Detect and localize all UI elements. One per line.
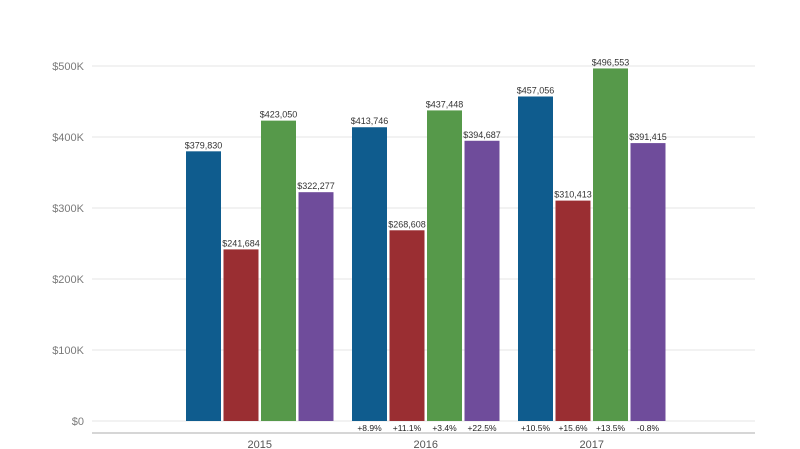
bar (389, 230, 425, 421)
change-label: +11.1% (393, 423, 422, 433)
bar-value-label: $268,608 (388, 219, 426, 229)
y-tick-label: $0 (72, 416, 84, 428)
change-label: +22.5% (467, 423, 497, 433)
bar-value-label: $241,684 (222, 238, 260, 248)
bar-value-label: $379,830 (185, 140, 223, 150)
change-label: +8.9% (357, 423, 382, 433)
bar-value-label: $413,746 (351, 116, 389, 126)
change-label: -0.8% (637, 423, 660, 433)
bar (223, 249, 259, 421)
bar (518, 96, 553, 422)
x-tick-label: 2015 (248, 439, 272, 449)
x-axis: 2015 2016 2017 (92, 432, 755, 449)
x-tick-label: 2017 (580, 439, 604, 449)
bars (186, 68, 666, 422)
y-tick-label: $400K (52, 132, 84, 144)
bar (427, 110, 462, 421)
y-tick-label: $300K (52, 203, 84, 215)
bar (593, 68, 628, 421)
bar-value-label: $394,687 (463, 130, 501, 140)
bar-value-label: $496,553 (592, 57, 630, 67)
bar (630, 143, 666, 422)
y-axis: $0 $100K $200K $300K $400K $500K (52, 61, 84, 428)
y-tick-label: $100K (52, 345, 84, 357)
bar (186, 151, 221, 422)
change-labels: +8.9% +11.1% +3.4% +22.5% +10.5% +15.6% +13.5%… (357, 423, 659, 433)
bar-value-label: $310,413 (554, 190, 592, 200)
change-label: +10.5% (521, 423, 551, 433)
bar-value-label: $437,448 (426, 99, 464, 109)
bar-value-label: $391,415 (629, 132, 667, 142)
change-label: +13.5% (596, 423, 626, 433)
x-tick-label: 2016 (414, 439, 438, 449)
bar (352, 127, 387, 421)
value-labels: $379,830 $241,684 $423,050 $322,277 $413,746… (185, 57, 667, 248)
bar (464, 140, 500, 422)
bar (298, 192, 334, 421)
bar-value-label: $423,050 (260, 110, 298, 120)
y-tick-label: $200K (52, 274, 84, 286)
bar-value-label: $322,277 (297, 181, 335, 191)
bar (261, 120, 296, 422)
change-label: +3.4% (432, 423, 457, 433)
y-tick-label: $500K (52, 61, 84, 73)
bar (555, 200, 591, 421)
bar-value-label: $457,056 (517, 85, 555, 95)
change-label: +15.6% (558, 423, 588, 433)
